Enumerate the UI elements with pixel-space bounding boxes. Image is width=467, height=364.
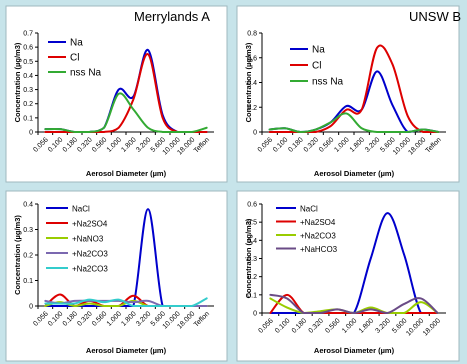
y-tick-label: 0 — [29, 130, 33, 137]
legend-label: +Na2SO4 — [300, 218, 336, 227]
chart-panel-2: 00.20.40.60.80.0560.1000.1800.3200.5601.… — [236, 5, 461, 183]
y-tick-label: 0.6 — [247, 202, 257, 209]
panel-background — [5, 190, 228, 362]
legend-label: nss Na — [312, 77, 344, 88]
legend-label: Cl — [70, 53, 79, 64]
y-tick-label: 0.4 — [247, 238, 257, 245]
series-line-4 — [269, 293, 439, 314]
y-tick-label: 0.6 — [247, 55, 257, 62]
y-axis-title: Concentration (µg/m3) — [13, 215, 22, 295]
legend-label: Na — [312, 45, 325, 56]
y-axis-title: Concentration (µg/m3) — [244, 42, 253, 122]
y-tick-label: 0 — [253, 311, 257, 318]
y-tick-label: 0 — [253, 130, 257, 137]
x-axis-title: Aerosol Diameter (µm) — [86, 169, 167, 178]
y-tick-label: 0.3 — [247, 256, 257, 263]
legend-label: Cl — [312, 61, 321, 72]
chart-panel-3: 00.10.20.30.40.0560.1000.1800.3200.5601.… — [5, 190, 228, 362]
y-tick-label: 0.4 — [23, 73, 33, 80]
chart-title: UNSW B — [409, 9, 461, 24]
x-axis-title: Aerosol Diameter (µm) — [314, 346, 395, 355]
legend-label: +Na2CO3 — [72, 250, 108, 259]
legend: NaCl +Na2SO4 +Na2CO3 +NaHCO3 — [276, 205, 338, 254]
panel-background — [236, 190, 460, 362]
legend-label: NaCl — [72, 205, 90, 214]
chart-title: Merrylands A — [134, 9, 210, 24]
panel-background — [236, 5, 460, 183]
series-line-3 — [44, 92, 208, 133]
chart-panel-1: 00.10.20.30.40.50.60.70.0560.1000.1800.3… — [5, 5, 228, 183]
y-axis-title: Concentration (µg/m3) — [13, 42, 22, 122]
chart-panel-4: 00.10.20.30.40.50.60.056 0.100 0.180 0.320 0… — [236, 190, 460, 362]
y-tick-label: 0.1 — [23, 115, 33, 122]
legend-label: NaCl — [300, 205, 318, 214]
y-tick-label: 0 — [29, 304, 33, 311]
y-tick-label: 0.1 — [247, 292, 257, 299]
legend: Na Cl nss Na — [48, 38, 102, 79]
y-tick-label: 0.7 — [23, 31, 33, 38]
y-tick-label: 0.4 — [23, 202, 33, 209]
y-tick-label: 0.6 — [23, 45, 33, 52]
y-tick-label: 0.2 — [23, 253, 33, 260]
y-axis-title: Concentration (µg/m3) — [244, 218, 253, 298]
legend-label: +NaNO3 — [72, 235, 104, 244]
x-axis-title: Aerosol Diameter (µm) — [86, 346, 167, 355]
series-line-5 — [44, 297, 208, 307]
y-tick-label: 0.1 — [23, 278, 33, 285]
y-tick-label: 0.2 — [247, 105, 257, 112]
series-line-3 — [268, 112, 440, 133]
legend: Na Cl nss Na — [290, 45, 344, 88]
legend-label: +Na2SO4 — [72, 220, 108, 229]
y-tick-label: 0.3 — [23, 227, 33, 234]
y-tick-label: 0.5 — [247, 220, 257, 227]
x-axis-title: Aerosol Diameter (µm) — [314, 169, 395, 178]
y-tick-label: 0.4 — [247, 80, 257, 87]
legend: NaCl +Na2SO4 +NaNO3 +Na2CO3 +Na2CO3 — [46, 205, 108, 274]
y-tick-label: 0.8 — [247, 31, 257, 38]
legend-label: +Na2CO3 — [300, 232, 336, 241]
y-tick-label: 0.2 — [23, 101, 33, 108]
legend-label: +Na2CO3 — [72, 265, 108, 274]
legend-label: nss Na — [70, 68, 102, 79]
y-tick-label: 0.2 — [247, 274, 257, 281]
y-tick-label: 0.5 — [23, 59, 33, 66]
y-tick-label: 0.3 — [23, 87, 33, 94]
legend-label: +NaHCO3 — [300, 245, 338, 254]
legend-label: Na — [70, 38, 83, 49]
